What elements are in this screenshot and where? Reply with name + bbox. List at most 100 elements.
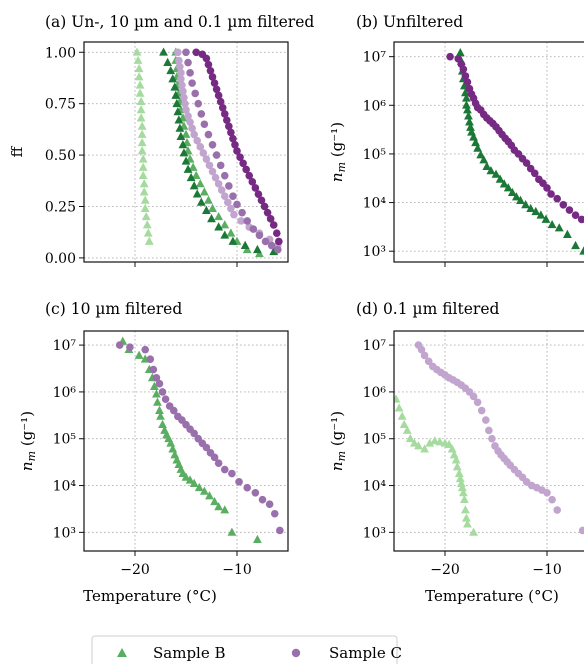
panel-a-sample-b-triangle-point: [220, 220, 230, 229]
panel-a-sample-b-triangle-point: [178, 140, 188, 149]
panel-a-sample-c-circle-point: [206, 66, 215, 75]
panel-a-sample-b-triangle-point: [138, 170, 148, 180]
panel-a-sample-b-triangle-point: [186, 172, 196, 182]
panel-c-ytick-label: 10³: [53, 525, 76, 541]
panel-a-sample-c-circle-point: [175, 56, 183, 65]
panel-b-sample-b-triangle-point: [503, 183, 513, 192]
panel-a-sample-b-triangle-point: [253, 244, 262, 254]
panel-a-sample-c-circle-point: [191, 89, 199, 98]
legend-circle-marker: [291, 648, 301, 658]
panel-a-sample-b-triangle-point: [214, 222, 224, 231]
panel-c-ylabel: nm (g⁻¹): [18, 411, 38, 471]
panel-a-sample-b-triangle-point: [199, 187, 209, 196]
panel-b-sample-b-triangle-point: [563, 229, 572, 238]
panel-c-sample-b-triangle-point: [149, 381, 159, 390]
panel-a-sample-c-circle-point: [233, 200, 241, 209]
panel-b-sample-b-triangle-point: [491, 169, 501, 178]
panel-a-sample-b-triangle-point: [168, 74, 178, 83]
panel-b-sample-b-triangle-point: [495, 174, 505, 183]
panel-b-title: (b) Unfiltered: [356, 13, 463, 31]
panel-d-sample-b-triangle-point: [457, 482, 467, 492]
panel-a-title: (a) Un-, 10 µm and 0.1 µm filtered: [45, 13, 314, 31]
panel-a-sample-c-circle-point: [200, 120, 209, 129]
panel-c-sample-c-circle-point: [169, 406, 178, 415]
panel-a-sample-c-circle-point: [231, 141, 239, 149]
panel-a-sample-c-circle-point: [184, 112, 192, 120]
panel-a-sample-b-triangle-point: [136, 113, 146, 122]
panel-d-sample-b-triangle-point: [410, 438, 419, 447]
panel-a-sample-c-circle-point: [261, 237, 270, 246]
panel-c-sample-b-triangle-point: [194, 482, 204, 492]
panel-c-xtick-label: −10: [222, 562, 252, 578]
panel-d-sample-c-circle-point: [578, 526, 584, 535]
legend: Sample B Sample C: [91, 635, 402, 664]
panel-c-sample-c-circle-point: [190, 429, 198, 438]
panel-c-sample-c-circle-point: [202, 443, 211, 452]
panel-b-sample-b-triangle-point: [547, 219, 557, 229]
panel-a-sample-c-circle-point: [182, 48, 190, 57]
panel-a-sample-b-triangle-point: [135, 88, 145, 97]
panel-a-sample-b-triangle-point: [173, 107, 183, 116]
panel-a-sample-b-triangle-point: [136, 105, 146, 114]
panel-a-sample-c-circle-point: [254, 190, 263, 198]
panel-b-sample-c-circle-point: [543, 184, 551, 192]
panel-c-sample-b-triangle-point: [199, 486, 209, 495]
panel-a-sample-c-circle-point: [225, 122, 233, 131]
panel-b-sample-b-triangle-point: [464, 111, 473, 120]
panel-c-sample-b-triangle-point: [214, 502, 224, 511]
legend-sample-b: Sample B: [153, 644, 226, 662]
panel-a-sample-b-triangle-point: [242, 244, 252, 254]
panel-a-sample-b-triangle-point: [204, 195, 213, 204]
panel-c-sample-b-triangle-point: [253, 534, 262, 544]
panel-a-sample-b-triangle-point: [174, 115, 184, 124]
panel-b-sample-b-triangle-point: [455, 47, 465, 57]
panel-c-ytick-label: 10⁶: [53, 385, 77, 401]
panel-c-sample-b-triangle-point: [185, 475, 195, 484]
panel-b-frame: [393, 41, 584, 263]
panel-c-sample-c-circle-point: [235, 478, 243, 486]
panel-c-sample-c-circle-point: [146, 355, 155, 363]
panel-c-ytick-label: 10⁷: [53, 338, 77, 354]
panel-b-sample-b-triangle-point: [499, 179, 509, 188]
panel-a-sample-c-circle-point: [186, 118, 194, 126]
panel-a-sample-c-circle-point: [272, 229, 281, 238]
panel-b-sample-c-circle-point: [446, 52, 454, 61]
panel-a-sample-b-triangle-point: [179, 148, 189, 157]
panel-a-sample-b-triangle-point: [170, 82, 180, 91]
panel-d-xtick-label: −10: [532, 562, 562, 578]
panel-a-sample-c-circle-point: [193, 136, 202, 145]
panel-b-sample-c-circle-point: [577, 215, 584, 224]
panel-a-sample-b-triangle-point: [172, 98, 182, 108]
panel-b-sample-c-circle-point: [522, 159, 531, 167]
panel-a-sample-b-triangle-point: [163, 57, 173, 66]
panel-a-sample-b-triangle-point: [240, 240, 250, 249]
panel-c-sample-b-triangle-point: [210, 496, 219, 506]
panel-a-sample-c-circle-point: [188, 79, 196, 87]
panel-d-sample-b-triangle-point: [430, 436, 440, 445]
panel-a-sample-b-triangle-point: [192, 189, 202, 198]
panel-a-sample-b-triangle-point: [139, 187, 149, 196]
panel-d-sample-c-circle-point: [548, 495, 556, 504]
panel-a-ytick-label: 0.75: [45, 97, 76, 113]
panel-b-sample-b-triangle-point: [531, 206, 541, 216]
panel-a-sample-c-circle-point: [197, 110, 206, 118]
panel-a-sample-b-triangle-point: [137, 137, 147, 147]
panel-d-sample-b-triangle-point: [420, 444, 429, 453]
panel-a-plot: 0.00 0.25 0.50 0.75 1.00 ff: [8, 41, 289, 267]
panel-d-sample-b-triangle-point: [469, 527, 478, 536]
panel-a-sample-c-circle-point: [251, 184, 260, 192]
panel-a-sample-c-circle-point: [260, 202, 269, 211]
panel-a-sample-b-triangle-point: [226, 228, 236, 237]
panel-b-sample-c-circle-point: [459, 65, 468, 74]
panel-c-sample-c-circle-point: [276, 526, 284, 535]
panel-c-sample-c-circle-point: [243, 483, 251, 492]
panel-d-sample-b-triangle-point: [456, 478, 466, 488]
panel-d-plot: −20 −10 10³ 10⁴ 10⁵ 10⁶ 10⁷ nm (g⁻¹): [328, 330, 584, 578]
panel-a-sample-c-circle-point: [202, 54, 211, 63]
panel-d-sample-b-triangle-point: [394, 394, 401, 403]
panel-b-sample-b-triangle-point: [479, 155, 489, 164]
panel-d-sample-c-circle-point: [420, 351, 429, 360]
panel-b-sample-b-triangle-point: [512, 192, 521, 201]
panel-d-sample-b-triangle-point: [414, 441, 423, 450]
panel-b-sample-b-triangle-point: [507, 187, 517, 197]
